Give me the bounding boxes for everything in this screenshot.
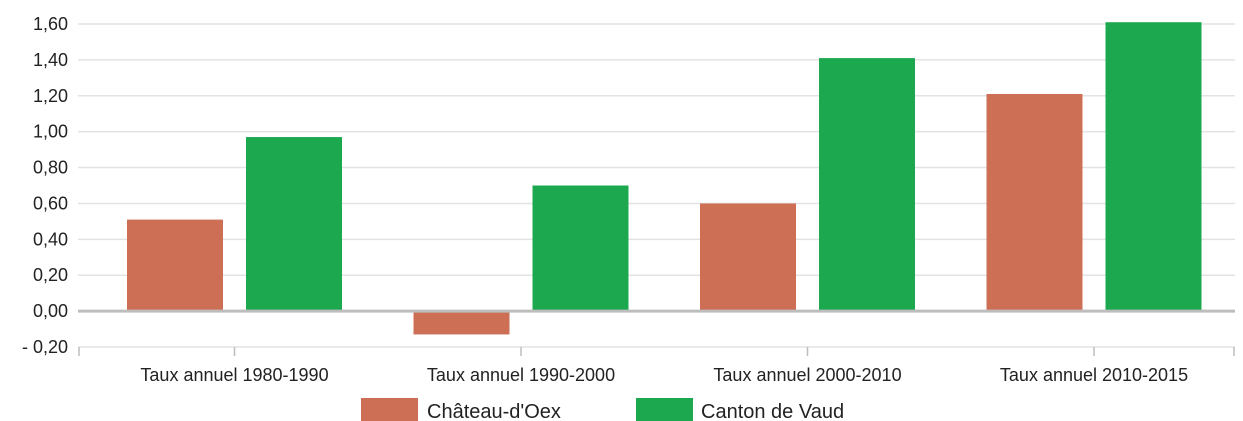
y-axis-ticks: - 0,20 0,00 0,20 0,40 0,60 0,80 1,00 1,20 1,40 1,… <box>22 14 68 357</box>
bar-canton-de-vaud-3 <box>819 58 915 312</box>
bar-chateau-doex-1 <box>127 219 223 312</box>
y-tick-label: 0,80 <box>33 158 68 178</box>
x-category-label: Taux annuel 1990-2000 <box>427 365 615 385</box>
y-tick-label: - 0,20 <box>22 337 68 357</box>
bar-chateau-doex-3 <box>700 203 796 312</box>
x-category-label: Taux annuel 2010-2015 <box>1000 365 1188 385</box>
x-category-label: Taux annuel 1980-1990 <box>140 365 328 385</box>
y-tick-label: 0,00 <box>33 301 68 321</box>
bar-chateau-doex-2 <box>413 311 510 335</box>
bar-canton-de-vaud-2 <box>532 185 629 312</box>
y-tick-label: 1,00 <box>33 122 68 142</box>
legend-label-chateau-doex: Château-d'Oex <box>427 401 561 421</box>
legend-swatch-canton-de-vaud <box>636 398 693 421</box>
y-tick-label: 0,60 <box>33 193 68 213</box>
y-tick-label: 0,20 <box>33 265 68 285</box>
bar-canton-de-vaud-1 <box>246 137 342 312</box>
y-tick-label: 1,20 <box>33 86 68 106</box>
legend: Château-d'Oex Canton de Vaud <box>361 398 844 421</box>
y-tick-label: 0,40 <box>33 229 68 249</box>
x-category-label: Taux annuel 2000-2010 <box>713 365 901 385</box>
bars <box>127 22 1202 335</box>
legend-swatch-chateau-doex <box>361 398 418 421</box>
bar-canton-de-vaud-4 <box>1105 22 1202 312</box>
y-tick-label: 1,60 <box>33 14 68 34</box>
bar-chateau-doex-4 <box>986 93 1083 312</box>
x-axis-ticks: Taux annuel 1980-1990 Taux annuel 1990-20… <box>78 347 1235 385</box>
legend-label-canton-de-vaud: Canton de Vaud <box>701 401 844 421</box>
y-tick-label: 1,40 <box>33 50 68 70</box>
